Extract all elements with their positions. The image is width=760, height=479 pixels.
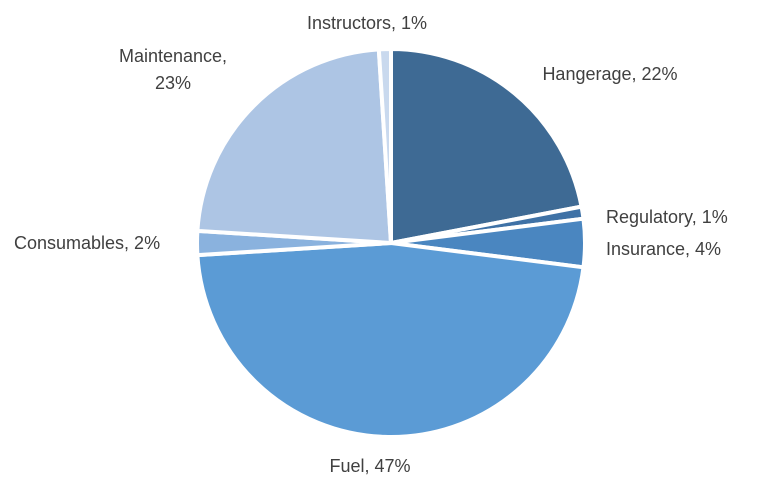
data-label-regulatory: Regulatory, 1%	[606, 207, 728, 227]
data-label-insurance: Insurance, 4%	[606, 239, 721, 259]
pie-slice-fuel	[195, 241, 586, 439]
data-label-consumables: Consumables, 2%	[14, 233, 160, 253]
data-labels: Hangerage, 22% Regulatory, 1% Insurance, 4…	[14, 13, 728, 476]
pie-slice-maintenance	[195, 47, 393, 245]
pie-slices	[195, 47, 587, 439]
pie-slice-instructors	[376, 47, 393, 245]
pie-slice-hangerage	[389, 47, 584, 245]
data-label-hangerage: Hangerage, 22%	[542, 64, 677, 84]
data-label-instructors: Instructors, 1%	[307, 13, 427, 33]
data-label-maintenance: Maintenance, 23%	[119, 46, 227, 93]
data-label-fuel: Fuel, 47%	[329, 456, 410, 476]
